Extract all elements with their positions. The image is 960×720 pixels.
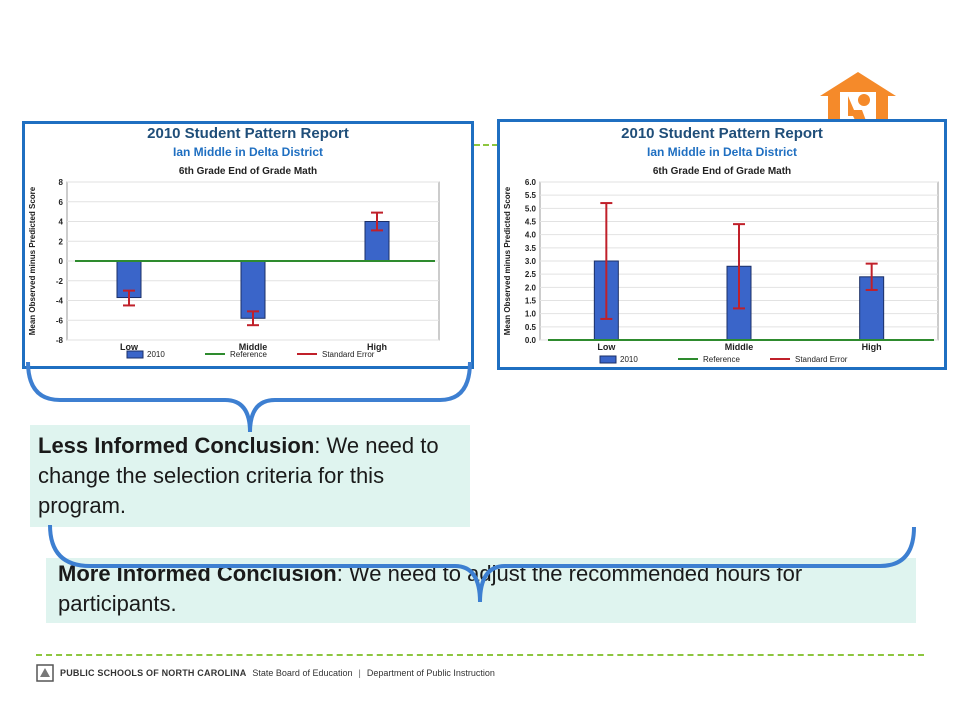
legend-label-reference: Reference <box>703 355 740 364</box>
y-tick-label: 1.0 <box>525 310 537 319</box>
footer-dept: Department of Public Instruction <box>366 668 495 678</box>
less-informed-conclusion-box: Less Informed Conclusion: We need to cha… <box>30 425 470 527</box>
y-tick-label: -4 <box>56 297 64 306</box>
x-tick-label: Low <box>597 342 616 352</box>
y-tick-label: 0.5 <box>525 323 537 332</box>
chart-subtitle: Ian Middle in Delta District <box>173 145 323 159</box>
x-tick-label: High <box>862 342 882 352</box>
footer-divider: | <box>358 668 361 678</box>
legend-label-series: 2010 <box>620 355 638 364</box>
chart-subtitle: Ian Middle in Delta District <box>647 145 797 159</box>
less-informed-text: : We need to change the selection criter… <box>38 433 439 518</box>
chart-title: 2010 Student Pattern Report <box>147 125 349 142</box>
chart-right: 2010 Student Pattern Report Ian Middle in… <box>503 125 939 364</box>
y-tick-label: 4 <box>59 218 64 227</box>
x-tick-label: High <box>367 342 387 352</box>
y-tick-label: 0.0 <box>525 336 537 345</box>
top-dashed-divider <box>474 144 498 146</box>
more-informed-conclusion-box: More Informed Conclusion: We need to adj… <box>46 558 916 623</box>
x-tick-label: Middle <box>725 342 754 352</box>
chart-caption: 6th Grade End of Grade Math <box>179 166 317 177</box>
y-tick-label: 0 <box>59 257 64 266</box>
footer: PUBLIC SCHOOLS OF NORTH CAROLINA State B… <box>36 664 495 682</box>
chart-right-frame: 2010 Student Pattern Report Ian Middle in… <box>497 119 947 370</box>
legend-label-reference: Reference <box>230 350 267 359</box>
footer-org: PUBLIC SCHOOLS OF NORTH CAROLINA <box>60 668 247 678</box>
footer-dashed-divider <box>36 654 924 656</box>
more-informed-label: More Informed Conclusion <box>58 561 337 586</box>
y-tick-label: 3.5 <box>525 244 537 253</box>
y-tick-label: 2.0 <box>525 283 537 292</box>
y-tick-label: -2 <box>56 277 64 286</box>
x-tick-label: Low <box>120 342 139 352</box>
y-tick-label: 5.5 <box>525 191 537 200</box>
y-tick-label: -8 <box>56 336 64 345</box>
y-tick-label: 4.5 <box>525 218 537 227</box>
bar <box>240 260 266 319</box>
y-tick-label: 2 <box>59 237 64 246</box>
chart-caption: 6th Grade End of Grade Math <box>653 166 791 177</box>
chart-left-frame: 2010 Student Pattern Report Ian Middle in… <box>22 121 474 369</box>
y-tick-label: 4.0 <box>525 231 537 240</box>
y-tick-label: 8 <box>59 178 64 187</box>
legend-label-series: 2010 <box>147 350 165 359</box>
y-tick-label: 5.0 <box>525 204 537 213</box>
y-tick-label: -6 <box>56 316 64 325</box>
y-tick-label: 6 <box>59 198 64 207</box>
y-tick-label: 2.5 <box>525 270 537 279</box>
y-tick-label: 3.0 <box>525 257 537 266</box>
y-axis-label: Mean Observed minus Predicted Score <box>28 186 37 335</box>
footer-board: State Board of Education <box>252 668 353 678</box>
y-tick-label: 6.0 <box>525 178 537 187</box>
legend-label-error: Standard Error <box>795 355 848 364</box>
left-chart-brace <box>26 361 472 433</box>
chart-left: 2010 Student Pattern Report Ian Middle in… <box>28 125 440 359</box>
legend-swatch-bars <box>599 355 617 364</box>
less-informed-label: Less Informed Conclusion <box>38 433 315 458</box>
x-tick-label: Middle <box>239 342 268 352</box>
chart-title: 2010 Student Pattern Report <box>621 125 823 142</box>
legend-label-error: Standard Error <box>322 350 375 359</box>
state-seal-icon <box>36 664 54 682</box>
legend-swatch-bars <box>126 350 144 359</box>
y-axis-label: Mean Observed minus Predicted Score <box>503 186 512 335</box>
y-tick-label: 1.5 <box>525 297 537 306</box>
